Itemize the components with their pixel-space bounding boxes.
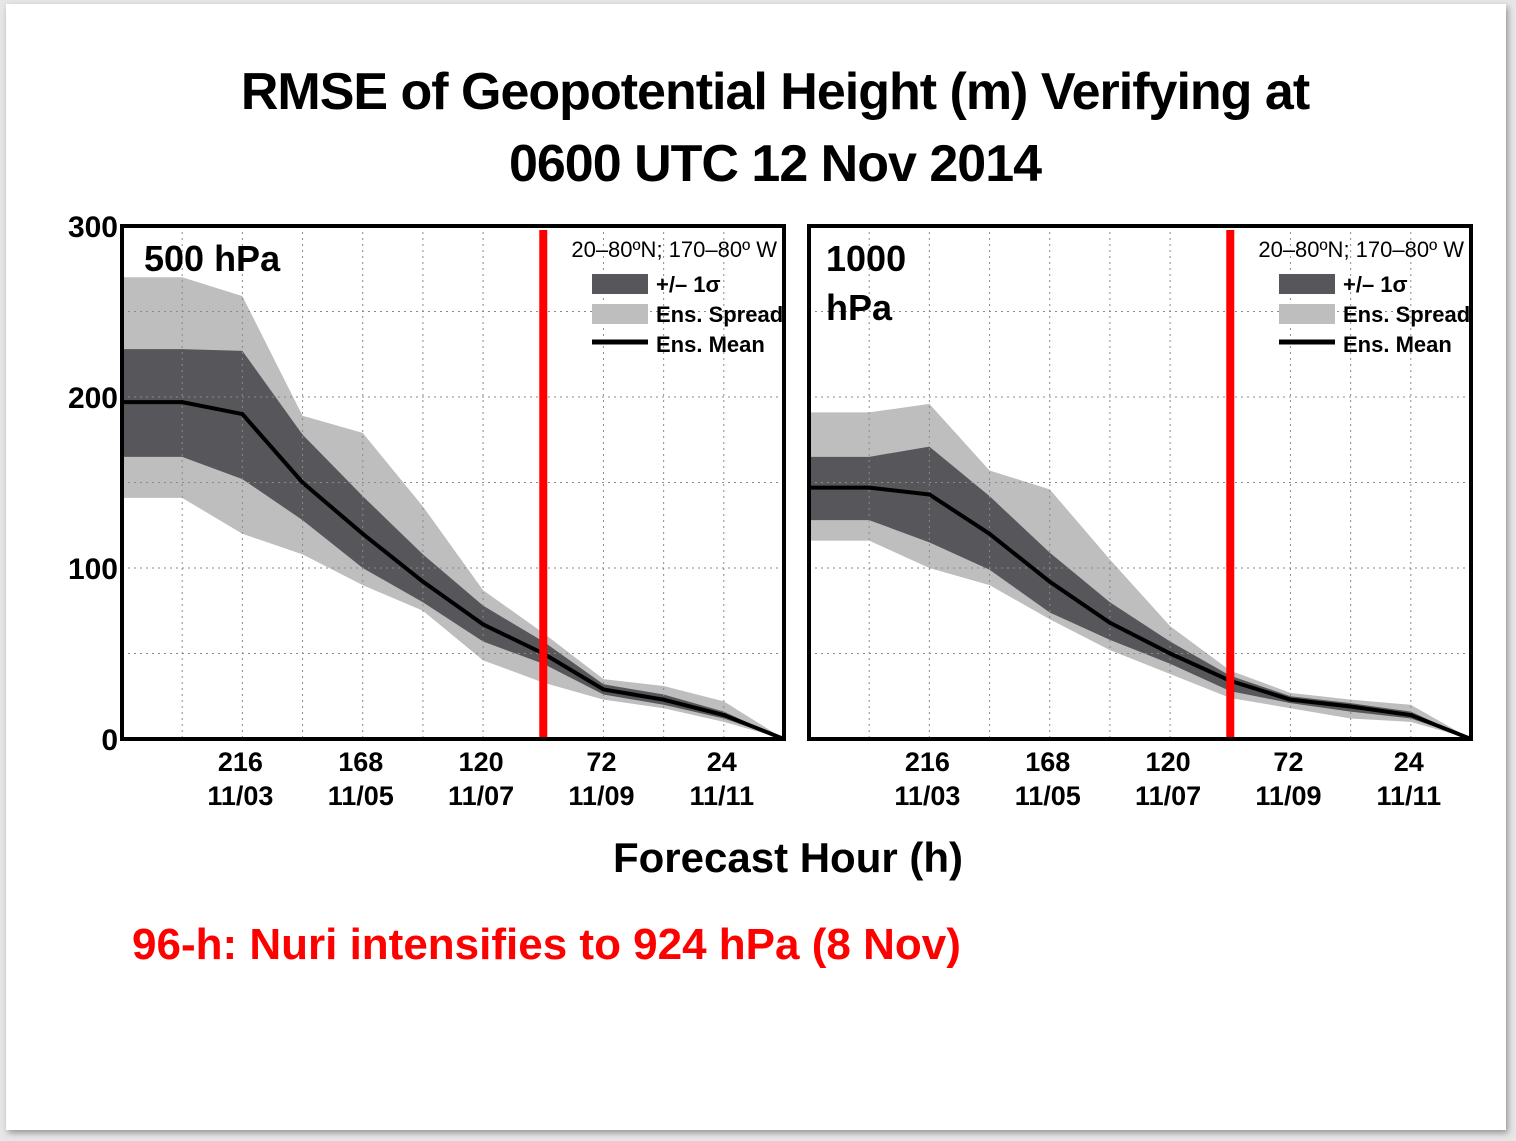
legend-label: Ens. Spread [656,302,783,327]
x-tick-hour: 24 [1394,747,1424,777]
x-tick-hour: 168 [1025,747,1070,777]
y-tick-label: 300 [68,211,118,244]
panel-title-line-1: 1000 [826,238,906,279]
legend-label: +/– 1σ [1343,272,1408,297]
x-tick-date: 11/05 [1015,781,1081,811]
ens-mean-point [1168,651,1173,656]
ens-mean-point [420,579,425,584]
x-tick-date: 11/03 [207,781,273,811]
x-tick-hour: 72 [1273,747,1303,777]
panel-title: 500 hPa [144,238,281,279]
y-tick-label: 0 [101,724,118,757]
x-tick-hour: 216 [218,747,263,777]
x-tick-date: 11/05 [328,781,394,811]
ens-mean-point [1047,579,1052,584]
x-tick-date: 11/09 [568,781,634,811]
ens-mean-point [927,492,932,497]
legend-label: +/– 1σ [656,272,721,297]
legend-label: Ens. Mean [656,332,765,357]
legend-label: Ens. Mean [1343,332,1452,357]
x-axis-label: Forecast Hour (h) [612,834,964,881]
legend-swatch-sigma [592,274,648,294]
ens-spread-band [122,277,784,739]
panel-title-line-2: hPa [826,287,893,328]
chart-panel-2: 216 11/03 168 11/05 120 11/07 72 11/09 24 11/11 10… [807,224,1473,811]
region-label: 20–80ºN; 170–80º W [571,237,777,262]
x-tick-date: 11/09 [1255,781,1321,811]
ens-mean-point [481,622,486,627]
ens-mean-point [661,697,666,702]
ens-mean-line [809,485,1471,739]
slide [6,4,1506,1130]
sigma-band [809,446,1471,739]
ens-mean-point [360,531,365,536]
annotation-note: 96-h: Nuri intensifies to 924 hPa (8 Nov… [132,920,961,969]
x-tick-date: 11/03 [894,781,960,811]
figure-title-line-1: RMSE of Geopotential Height (m) Verifyin… [240,63,1310,121]
x-tick-date: 11/07 [1135,781,1201,811]
ens-mean-point [987,531,992,536]
x-tick-hour: 72 [586,747,616,777]
legend-swatch-spread [592,304,648,324]
ens-mean-point [1348,704,1353,709]
x-tick-date: 11/07 [448,781,514,811]
figure-title: RMSE of Geopotential Height (m) Verifyin… [0,56,1516,200]
x-tick-hour: 168 [338,747,383,777]
ens-mean-point [601,687,606,692]
ens-mean-point [180,400,185,405]
ens-mean-point [1408,713,1413,718]
ens-mean-point [240,412,245,417]
x-tick-hour: 120 [459,747,504,777]
region-label: 20–80ºN; 170–80º W [1258,237,1464,262]
x-tick-hour: 120 [1146,747,1191,777]
plot-frame [807,224,1473,741]
figure-title-line-2: 0600 UTC 12 Nov 2014 [508,135,1042,193]
sigma-band [122,349,784,739]
legend-swatch-sigma [1279,274,1335,294]
y-tick-label: 200 [68,382,118,415]
legend-swatch-spread [1279,304,1335,324]
x-tick-hour: 24 [707,747,737,777]
ens-mean-point [867,485,872,490]
ens-mean-line [122,400,784,739]
ens-mean-point [1288,697,1293,702]
ens-mean-point [1107,620,1112,625]
legend-label: Ens. Spread [1343,302,1470,327]
ens-mean-point [721,713,726,718]
y-tick-label: 100 [68,553,118,586]
ens-mean-point [300,480,305,485]
plot-frame [120,224,786,741]
x-tick-date: 11/11 [1377,781,1442,811]
x-tick-date: 11/11 [690,781,755,811]
chart-panel-1: 0 100 200 300 216 11/03 168 11/05 120 11/07 72 11/0… [68,211,786,811]
x-tick-hour: 216 [905,747,950,777]
